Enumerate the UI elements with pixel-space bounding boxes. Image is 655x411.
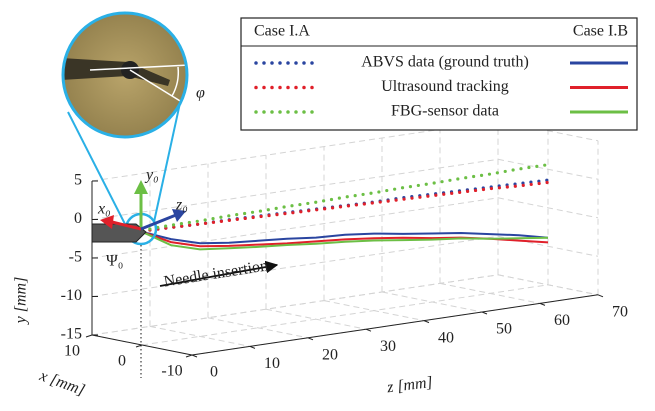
z-tick-label: 60: [554, 312, 570, 329]
grid-line: [497, 120, 599, 142]
z-tick-label: 50: [496, 321, 512, 338]
plot-area: -15 -10 -5 0 5 -10 0 10 0 10 20 30 40 50 60 70: [61, 120, 628, 381]
legend: Case I.A Case I.B ABVS data (ground trut…: [240, 17, 638, 131]
grid-line: [91, 274, 499, 336]
z-tick-label: 0: [210, 364, 218, 381]
dotted-line: [140, 178, 550, 233]
tick-mark: [307, 337, 314, 341]
tick-mark: [365, 328, 372, 332]
grid-line: [207, 317, 309, 339]
legend-label: ABVS data (ground truth): [361, 54, 529, 71]
y-tick-label: -15: [61, 326, 82, 343]
y-axis-label: y [mm]: [13, 277, 30, 326]
grid-line: [497, 235, 599, 257]
grid-line: [91, 235, 499, 297]
y-tick-label: -10: [61, 287, 82, 304]
grid-line: [141, 284, 549, 346]
solid-line: [141, 230, 549, 251]
grid-line: [91, 120, 499, 182]
legend-label: FBG-sensor data: [391, 103, 499, 120]
z-tick-label: 10: [264, 355, 280, 372]
legend-header: Case I.A: [254, 23, 310, 40]
y-tick-label: 0: [74, 210, 82, 227]
z-tick-label: 40: [438, 329, 454, 346]
y-tick-label: -5: [69, 249, 82, 266]
grid-line: [497, 158, 599, 180]
tick-mark: [481, 311, 488, 315]
legend-label: Ultrasound tracking: [381, 78, 509, 95]
dotted-line: [140, 180, 550, 233]
tick-mark: [191, 354, 198, 358]
solid-line: [141, 230, 549, 245]
axis-annotation: x₀: [97, 201, 111, 218]
tick-mark: [249, 345, 256, 349]
annotation: Needle insertion: [163, 257, 270, 290]
axis-annotation: z₀: [175, 197, 188, 214]
legend-header: Case I.B: [573, 23, 628, 40]
annotation: Ψ₀: [106, 253, 123, 270]
grid-line: [91, 158, 499, 220]
x-tick-label: 10: [64, 343, 80, 360]
grid-line: [149, 325, 251, 347]
tick-mark: [597, 294, 604, 298]
tick-mark: [539, 302, 546, 306]
x-axis-label: x [mm]: [37, 367, 88, 399]
grid-line: [497, 197, 599, 219]
grid-line: [91, 197, 499, 259]
tick-mark: [85, 334, 93, 338]
annotation: φ: [196, 85, 205, 102]
z-tick-label: 30: [380, 338, 396, 355]
z-tick-label: 20: [322, 346, 338, 363]
x-tick-label: 0: [118, 353, 126, 370]
dotted-line: [140, 163, 550, 232]
tick-mark: [423, 320, 430, 324]
x-tick-label: -10: [161, 363, 182, 380]
tick-mark: [185, 354, 193, 358]
z-tick-label: 70: [612, 303, 628, 320]
axis-annotation: y₀: [144, 167, 159, 184]
z-axis: [191, 294, 599, 356]
z-axis-label: z [mm]: [385, 374, 434, 397]
grid-line: [497, 274, 599, 296]
y-tick-label: 5: [74, 172, 82, 189]
